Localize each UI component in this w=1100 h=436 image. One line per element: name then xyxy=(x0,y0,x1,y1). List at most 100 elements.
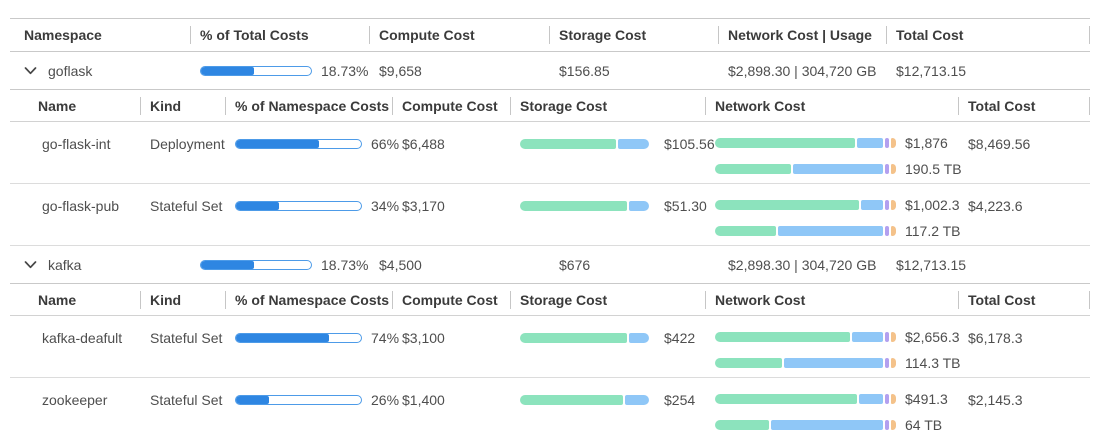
compute-cost-cell: $1,400 xyxy=(392,386,510,414)
green-bar-segment xyxy=(715,200,859,210)
storage-cost-value: $254 xyxy=(664,392,696,408)
column-header-label: Network Cost | Usage xyxy=(728,27,872,43)
column-header-label: Compute Cost xyxy=(379,27,475,43)
column-header-label: Total Cost xyxy=(896,27,964,43)
storage-cost-bar xyxy=(520,395,654,405)
green-bar-segment xyxy=(715,138,856,148)
storage-cost-bar xyxy=(520,139,654,149)
chevron-down-icon[interactable] xyxy=(24,66,37,75)
column-header-label: Total Cost xyxy=(968,97,1036,114)
storage-cost-bar xyxy=(520,333,654,343)
namespace-row[interactable]: goflask 18.73% $9,658 $156.85 $2,898.30 | 30… xyxy=(10,52,1090,90)
workload-kind: Stateful Set xyxy=(150,330,223,346)
blue-bar-segment xyxy=(778,226,883,236)
workload-kind-cell: Stateful Set xyxy=(140,324,225,352)
green-bar-segment xyxy=(715,394,858,404)
total-cost-percent-value: 18.73% xyxy=(321,256,369,273)
network-cost-usage-value-cell: $2,898.30 | 304,720 GB xyxy=(718,246,886,283)
network-usage-bar xyxy=(715,420,896,430)
column-header-of-total-costs: % of Total Costs xyxy=(190,19,369,51)
storage-cost-cell: $51.30 xyxy=(510,192,707,220)
network-cost-bar xyxy=(715,332,896,342)
column-header-label: Namespace xyxy=(24,27,102,43)
storage-cost-cell: $422 xyxy=(510,324,705,352)
column-header-compute-cost: Compute Cost xyxy=(392,284,510,315)
column-header-compute-cost: Compute Cost xyxy=(369,19,549,51)
green-bar-segment xyxy=(715,358,782,368)
namespace-row[interactable]: kafka 18.73% $4,500 $676 $2,898.30 | 304,720… xyxy=(10,246,1090,284)
storage-cost-value-cell: $156.85 xyxy=(549,52,718,89)
namespace-percent-bar xyxy=(235,139,362,149)
namespace-table-header-row: Namespace % of Total Costs Compute Cost Sto… xyxy=(10,18,1090,52)
orange-bar-segment xyxy=(890,164,896,174)
column-header-label: Name xyxy=(38,291,77,308)
blue-bar-segment xyxy=(783,358,883,368)
compute-cost-value: $1,400 xyxy=(402,392,445,408)
namespace-percent-value: 74% xyxy=(371,330,400,346)
namespace-percent-cell: 74% xyxy=(225,324,399,352)
column-header-kind: Kind xyxy=(140,284,225,315)
column-header-label: Storage Cost xyxy=(520,97,608,114)
column-header-label: Storage Cost xyxy=(520,291,608,308)
network-usage-line: 190.5 TB xyxy=(715,156,962,182)
column-header-label: % of Total Costs xyxy=(200,27,309,43)
green-bar-segment xyxy=(715,420,769,430)
green-bar-segment xyxy=(715,332,850,342)
total-cost-value: $8,469.56 xyxy=(968,136,1031,152)
namespace-percent-value: 66% xyxy=(371,136,400,152)
workload-kind-cell: Deployment xyxy=(140,130,225,158)
column-header-network-cost-usage: Network Cost | Usage xyxy=(718,19,886,51)
workload-name: go-flask-int xyxy=(42,136,111,152)
column-header-label: Kind xyxy=(150,291,182,308)
column-header-of-namespace-costs: % of Namespace Costs xyxy=(225,284,392,315)
workload-kind-cell: Stateful Set xyxy=(140,386,225,414)
column-header-namespace: Namespace xyxy=(10,19,190,51)
namespace-percent-bar xyxy=(235,201,362,211)
namespace-percent-value: 26% xyxy=(371,392,400,408)
total-cost-percent-value: 18.73% xyxy=(321,62,369,79)
purple-bar-segment xyxy=(884,394,889,404)
chevron-down-icon[interactable] xyxy=(24,260,37,269)
column-header-name: Name xyxy=(10,90,140,121)
blue-bar-segment xyxy=(625,395,650,405)
green-bar-segment xyxy=(520,139,617,149)
network-usage-bar xyxy=(715,358,896,368)
purple-bar-segment xyxy=(884,138,889,148)
workload-name-cell: kafka-deafult xyxy=(10,324,140,352)
storage-cost-value-cell: $676 xyxy=(549,246,718,283)
percent-bar-fill xyxy=(236,140,319,148)
orange-bar-segment xyxy=(890,200,896,210)
network-cost-bar xyxy=(715,394,896,404)
workload-name: zookeeper xyxy=(42,392,108,408)
total-cost-value: $12,713.15 xyxy=(896,256,967,273)
column-header-total-cost: Total Cost xyxy=(958,284,1090,315)
workload-row: zookeeper Stateful Set 26% $1,400 $254 $491.3… xyxy=(10,378,1090,436)
network-usage-line: 117.2 TB xyxy=(715,218,961,244)
green-bar-segment xyxy=(520,395,624,405)
workload-table-header-row: Name Kind % of Namespace Costs Compute Cost… xyxy=(10,90,1090,122)
storage-cost-bar xyxy=(520,201,654,211)
purple-bar-segment xyxy=(884,200,889,210)
storage-cost-value: $156.85 xyxy=(559,62,610,79)
workload-kind: Stateful Set xyxy=(150,198,223,214)
orange-bar-segment xyxy=(890,420,896,430)
storage-cost-value: $676 xyxy=(559,256,591,273)
network-cost-cell: $1,002.3 117.2 TB xyxy=(705,192,961,245)
network-cost-cell: $491.3 64 TB xyxy=(705,386,958,436)
network-cost-value: $491.3 xyxy=(905,391,948,407)
column-header-storage-cost: Storage Cost xyxy=(510,284,705,315)
compute-cost-value: $4,500 xyxy=(379,256,422,273)
total-cost-percent-cell: 18.73% xyxy=(190,52,369,89)
namespace-percent-bar xyxy=(235,395,362,405)
workload-kind-cell: Stateful Set xyxy=(140,192,225,220)
blue-bar-segment xyxy=(852,332,883,342)
column-header-label: Total Cost xyxy=(968,291,1036,308)
network-cost-value: $1,002.3 xyxy=(905,197,960,213)
workload-name: go-flask-pub xyxy=(42,198,120,214)
total-cost-value-cell: $12,713.15 xyxy=(886,246,1090,283)
total-cost-value: $4,223.6 xyxy=(968,198,1023,214)
blue-bar-segment xyxy=(771,420,883,430)
total-cost-cell: $4,223.6 xyxy=(958,192,1090,220)
workload-kind: Stateful Set xyxy=(150,392,223,408)
